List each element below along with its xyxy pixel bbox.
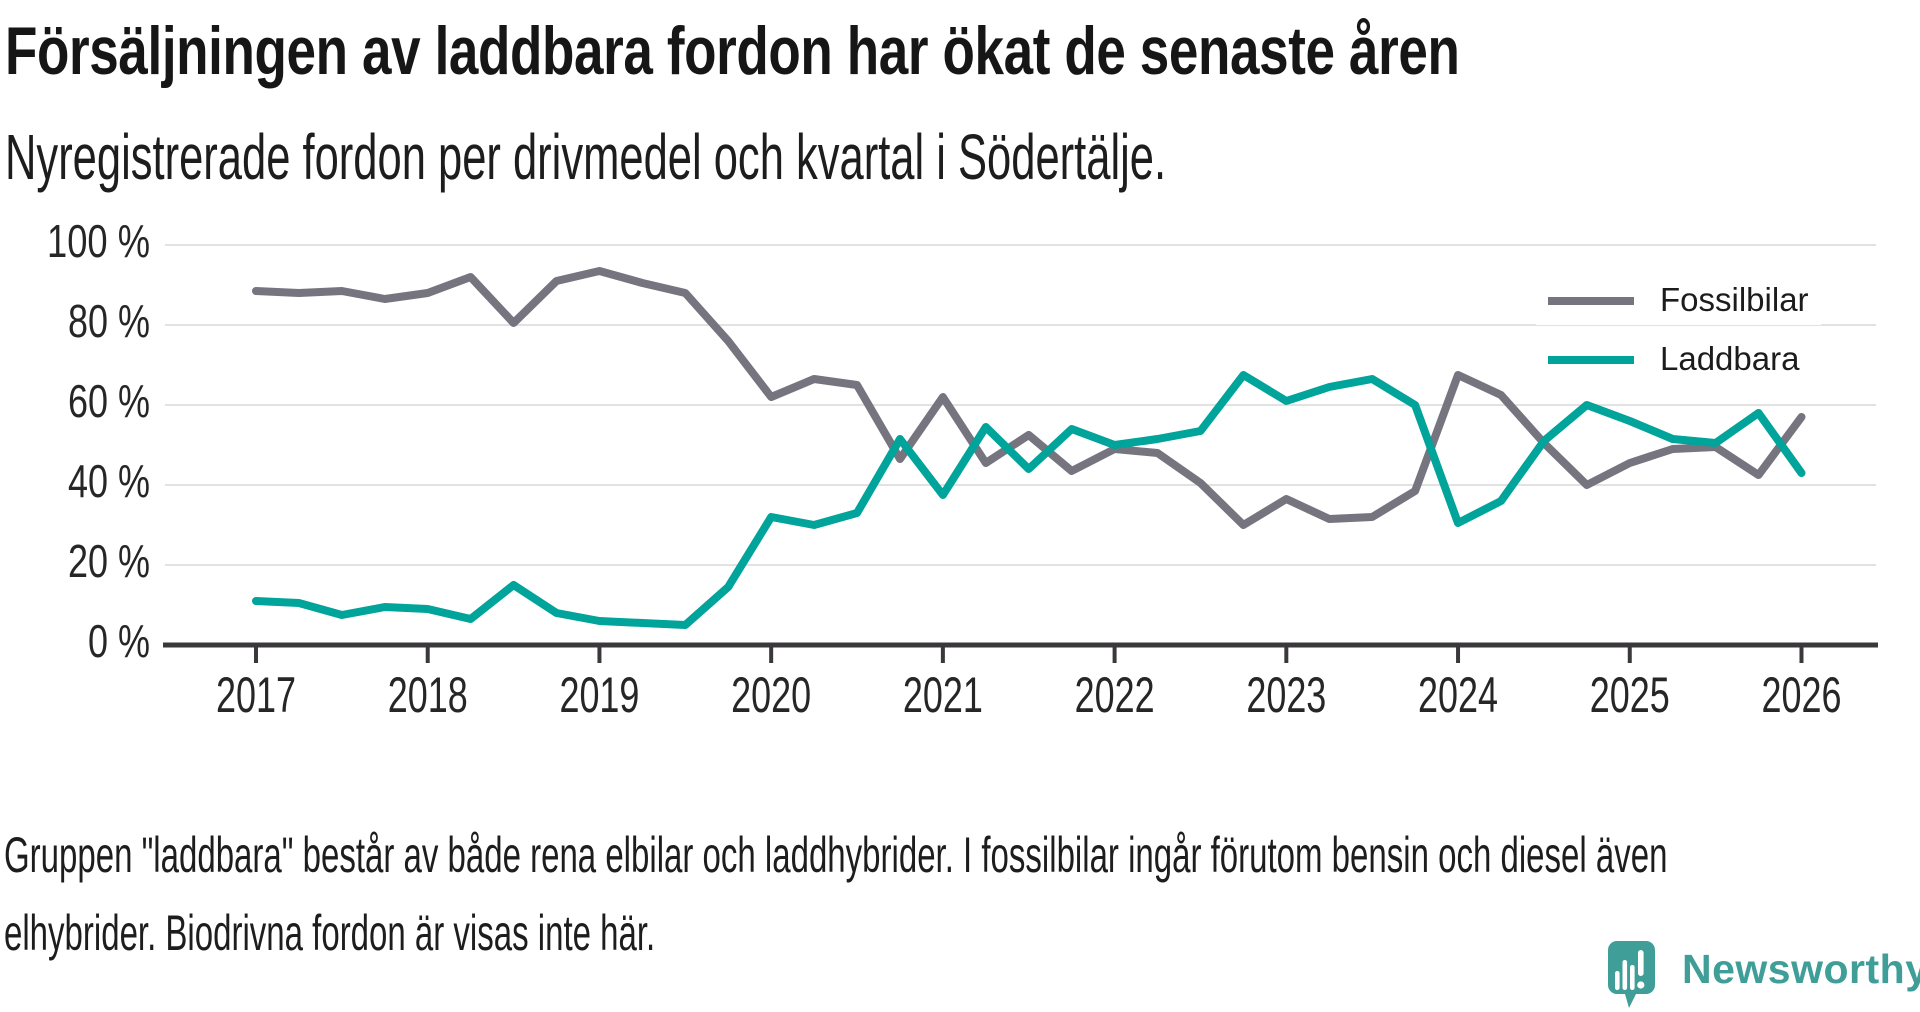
footnote-line-2: elhybrider. Biodrivna fordon är visas in… [4,905,656,961]
y-axis-tick-label: 40 % [68,455,150,507]
x-axis-tick-label: 2020 [731,667,811,723]
x-axis-tick-label: 2018 [388,667,468,723]
laddbara-line-swatch-icon [1548,356,1634,364]
x-axis-tick-label: 2022 [1075,667,1155,723]
legend-item-fossilbilar: Fossilbilar [1536,277,1821,325]
x-axis-tick-label: 2023 [1246,667,1326,723]
x-axis-tick-label: 2019 [559,667,639,723]
x-axis-tick-label: 2024 [1418,667,1498,723]
x-axis-tick-label: 2026 [1761,667,1841,723]
newsworthy-logo: Newsworthy [1608,940,1920,1012]
newsworthy-logo-text: Newsworthy [1682,945,1920,992]
x-axis-tick-label: 2021 [903,667,983,723]
chart-footnote: Gruppen "laddbara" består av både rena e… [4,816,1667,972]
legend-item-laddbara: Laddbara [1536,336,1812,384]
newsworthy-speech-bubble-chart-icon [1608,941,1655,1008]
y-axis-tick-label: 0 % [88,615,150,667]
x-axis-tick-label: 2025 [1590,667,1670,723]
page-subtitle: Nyregistrerade fordon per drivmedel och … [5,121,1167,193]
laddbara-line [252,371,1806,629]
footnote-line-1: Gruppen "laddbara" består av både rena e… [4,827,1668,883]
fossilbilar-line-swatch-icon [1548,297,1634,305]
legend-label-laddbara: Laddbara [1660,340,1800,377]
y-axis-tick-label: 100 % [47,215,150,267]
y-axis-tick-label: 20 % [68,535,150,587]
x-axis-tick-label: 2017 [216,667,296,723]
y-axis-tick-label: 60 % [68,375,150,427]
y-axis-tick-label: 80 % [68,295,150,347]
legend-label-fossilbilar: Fossilbilar [1660,281,1809,318]
page-title: Försäljningen av laddbara fordon har öka… [5,13,1460,89]
